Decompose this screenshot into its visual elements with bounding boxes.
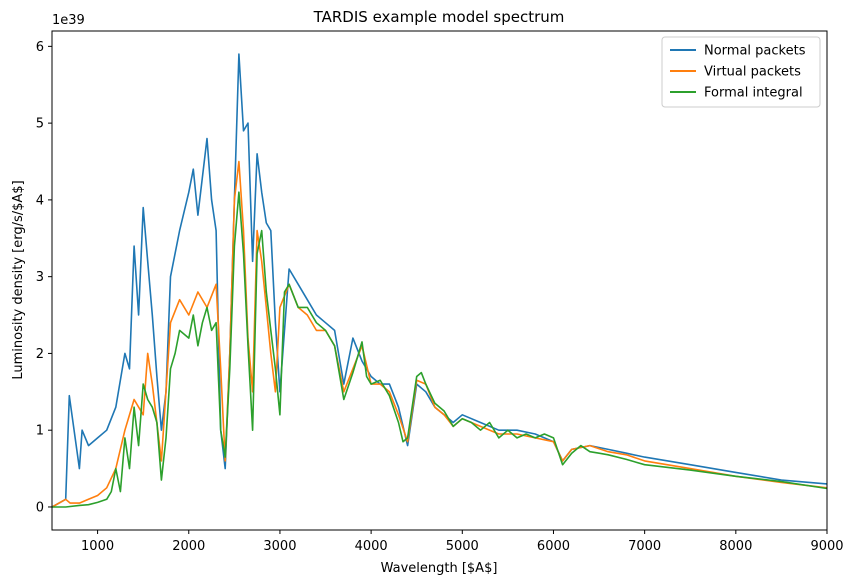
x-tick-label-5: 6000	[537, 539, 570, 554]
y-tick-label-6: 6	[36, 40, 44, 55]
y-tick-label-4: 4	[36, 193, 44, 208]
legend-label-1: Virtual packets	[704, 65, 801, 80]
y-tick-label-1: 1	[36, 424, 44, 439]
x-tick-label-3: 4000	[355, 539, 388, 554]
x-tick-label-2: 3000	[263, 539, 296, 554]
x-axis: 1000 2000 3000 4000 5000 6000 7000 8000 9000	[81, 530, 844, 554]
y-tick-label-3: 3	[36, 270, 44, 285]
plot-frame	[51, 30, 828, 531]
x-tick-label-0: 1000	[81, 539, 114, 554]
x-axis-label: Wavelength [$A$]	[381, 561, 498, 576]
x-tick-label-7: 8000	[719, 539, 752, 554]
series-layer	[52, 53, 827, 508]
legend-label-0: Normal packets	[704, 44, 806, 59]
series-line-2	[52, 191, 827, 508]
x-tick-label-6: 7000	[628, 539, 661, 554]
y-axis: 0 1 2 3 4 5 6	[36, 40, 52, 515]
legend: Normal packets Virtual packets Formal inte…	[661, 36, 821, 108]
chart-title: TARDIS example model spectrum	[313, 8, 565, 26]
y-tick-label-0: 0	[36, 500, 44, 515]
legend-box	[661, 36, 821, 108]
y-offset-text: 1e39	[52, 13, 85, 28]
x-tick-label-8: 9000	[810, 539, 843, 554]
y-tick-label-5: 5	[36, 117, 44, 132]
y-axis-label: Luminosity density [erg/s/$A$]	[11, 180, 26, 379]
y-tick-label-2: 2	[36, 347, 44, 362]
x-tick-label-1: 2000	[172, 539, 205, 554]
x-tick-label-4: 5000	[446, 539, 479, 554]
legend-label-2: Formal integral	[704, 86, 803, 101]
